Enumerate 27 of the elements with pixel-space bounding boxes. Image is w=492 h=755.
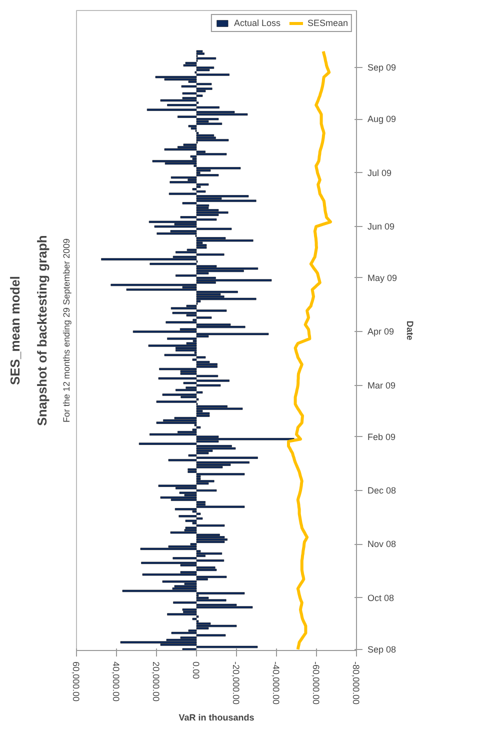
y-tick-label: Mar 09 xyxy=(368,380,396,390)
x-tick-label: 0.00 xyxy=(191,662,201,680)
y-tick-label: Jul 09 xyxy=(368,168,392,178)
y-tick-label: Sep 09 xyxy=(368,62,396,73)
y-tick-label: Nov 08 xyxy=(368,539,396,550)
legend-label: SESmean xyxy=(307,18,348,28)
y-axis-title: Date xyxy=(405,320,416,340)
text: Snapshot of backtesting graph xyxy=(34,235,50,426)
y-tick-label: Sep 08 xyxy=(368,644,396,654)
y-tick-label: Dec 08 xyxy=(368,486,396,496)
text: For the 12 months ending 29 September 2009 xyxy=(62,238,72,423)
text: SES_mean model xyxy=(8,276,22,386)
y-tick-label: Jun 09 xyxy=(368,222,395,232)
x-axis-title: VaR in thousands xyxy=(178,712,254,723)
y-tick-label: May 09 xyxy=(368,272,398,283)
y-tick-label: Apr 09 xyxy=(368,326,394,337)
x-tick-label: -40,000.00 xyxy=(271,662,281,705)
x-tick-label: 40,000.00 xyxy=(111,662,121,702)
x-tick-label: -80,000.00 xyxy=(351,662,361,705)
legend-label: Actual Loss xyxy=(234,18,280,28)
x-tick-label: -20,000.00 xyxy=(231,662,241,705)
y-tick-label: Aug 09 xyxy=(368,114,396,124)
x-tick-label: -60,000.00 xyxy=(311,662,321,705)
x-tick-label: 60,000.00 xyxy=(71,662,81,702)
y-tick-label: Oct 08 xyxy=(368,592,394,603)
y-tick-label: Feb 09 xyxy=(368,432,396,442)
x-tick-label: 20,000.00 xyxy=(151,662,161,702)
